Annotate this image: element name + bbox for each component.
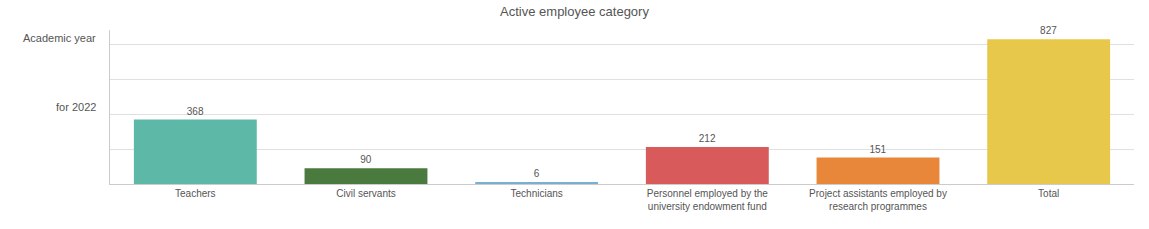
- svg-text:Project assistants employed by: Project assistants employed byresearch p…: [809, 188, 947, 212]
- svg-text:Total: Total: [1038, 188, 1059, 199]
- svg-text:Personnel employed by theunive: Personnel employed by theuniversity endo…: [647, 188, 769, 212]
- svg-text:6: 6: [534, 168, 540, 179]
- svg-text:90: 90: [360, 154, 372, 165]
- svg-text:151: 151: [869, 144, 886, 155]
- svg-text:Teachers: Teachers: [175, 188, 216, 199]
- svg-text:Civil servants: Civil servants: [336, 188, 395, 199]
- svg-text:for 2022: for 2022: [56, 101, 96, 113]
- svg-text:212: 212: [699, 133, 716, 144]
- svg-text:368: 368: [187, 106, 204, 117]
- svg-text:Technicians: Technicians: [511, 188, 563, 199]
- svg-text:Active employee category: Active employee category: [500, 4, 649, 19]
- svg-text:827: 827: [1040, 25, 1057, 36]
- svg-text:Academic year: Academic year: [23, 32, 96, 44]
